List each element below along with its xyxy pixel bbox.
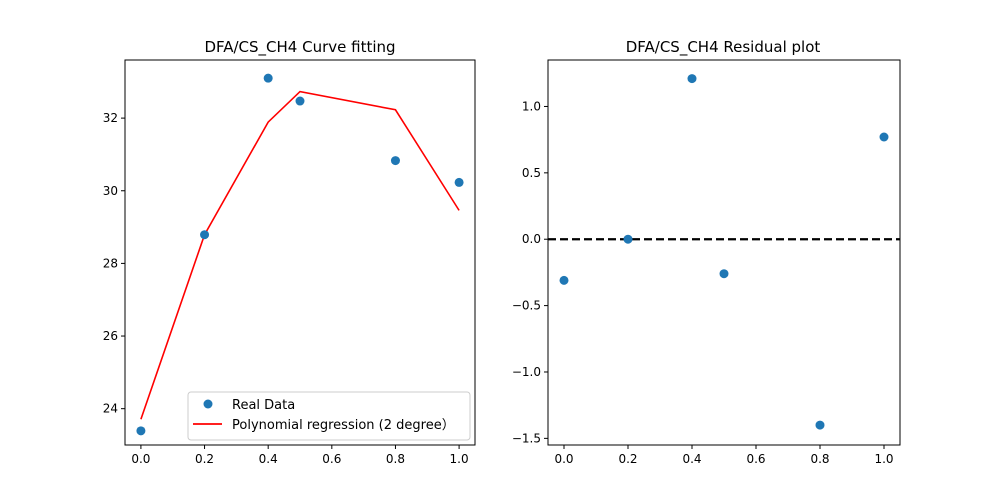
- curve-fitting-x-tick-label: 0.4: [259, 452, 278, 466]
- legend-real-data-label: Real Data: [232, 398, 295, 413]
- residual-y-tick-label: −0.5: [512, 299, 541, 313]
- residual-data-point: [623, 234, 633, 244]
- polynomial-fit-line: [140, 90, 460, 420]
- residual-x-tick-label: 0.8: [810, 452, 829, 466]
- residual-x-tick-label: 0.6: [746, 452, 765, 466]
- residual-x-tick-label: 0.0: [554, 452, 573, 466]
- residual-x-tick-label: 0.2: [618, 452, 637, 466]
- curve-fitting-panel: DFA/CS_CH4 Curve fitting 0.0 0.2 0.4 0.6 0.8…: [103, 38, 476, 466]
- residual-plot-area: 0.0 0.2 0.4 0.6 0.8 1.0 −1.5 −1.0 −0.5 0.0 0.5 1.0: [512, 74, 900, 466]
- curve-fitting-data-point: [136, 426, 146, 436]
- curve-fitting-data-point: [390, 156, 400, 166]
- curve-fitting-x-tick-label: 1.0: [450, 452, 469, 466]
- curve-fitting-plot-area: 0.0 0.2 0.4 0.6 0.8 1.0 24 26 28 30 32: [103, 73, 469, 466]
- residual-data-point: [815, 420, 825, 430]
- residual-data-point: [719, 269, 729, 279]
- residual-x-tick-label: 1.0: [874, 452, 893, 466]
- curve-fitting-legend: Real Data Polynomial regression (2 degre…: [187, 391, 471, 441]
- curve-fitting-data-point: [295, 96, 305, 106]
- curve-fitting-y-tick-label: 30: [103, 184, 118, 198]
- curve-fitting-x-tick-label: 0.0: [131, 452, 150, 466]
- curve-fitting-x-tick-label: 0.8: [386, 452, 405, 466]
- curve-fitting-title: DFA/CS_CH4 Curve fitting: [204, 38, 395, 57]
- curve-fitting-y-tick-label: 28: [103, 256, 118, 270]
- residual-y-tick-label: 0.0: [522, 232, 541, 246]
- legend-box: [187, 391, 471, 441]
- curve-fitting-y-tick-label: 24: [103, 402, 118, 416]
- curve-fitting-data-point: [200, 230, 210, 240]
- curve-fitting-y-tick-label: 26: [103, 329, 118, 343]
- residual-y-tick-label: −1.5: [512, 431, 541, 445]
- residual-x-tick-label: 0.4: [682, 452, 701, 466]
- curve-fitting-axes-frame: [124, 59, 476, 446]
- curve-fitting-x-tick-label: 0.2: [195, 452, 214, 466]
- legend-real-data-marker: [203, 399, 213, 409]
- curve-fitting-y-tick-label: 32: [103, 111, 118, 125]
- legend-polynomial-label: Polynomial regression (2 degree）: [232, 418, 455, 433]
- residual-y-tick-label: 0.5: [522, 166, 541, 180]
- curve-fitting-data-point: [454, 177, 464, 187]
- residual-data-point: [559, 275, 569, 285]
- residual-panel: DFA/CS_CH4 Residual plot 0.0 0.2 0.4 0.6 0.8…: [512, 38, 901, 466]
- residual-y-tick-label: 1.0: [522, 99, 541, 113]
- residual-plot-title: DFA/CS_CH4 Residual plot: [626, 38, 821, 57]
- curve-fitting-x-tick-label: 0.6: [322, 452, 341, 466]
- residual-axes-frame: [547, 59, 901, 446]
- residual-y-tick-label: −1.0: [512, 365, 541, 379]
- curve-fitting-data-point: [263, 73, 273, 83]
- residual-data-point: [879, 132, 889, 142]
- residual-data-point: [687, 74, 697, 84]
